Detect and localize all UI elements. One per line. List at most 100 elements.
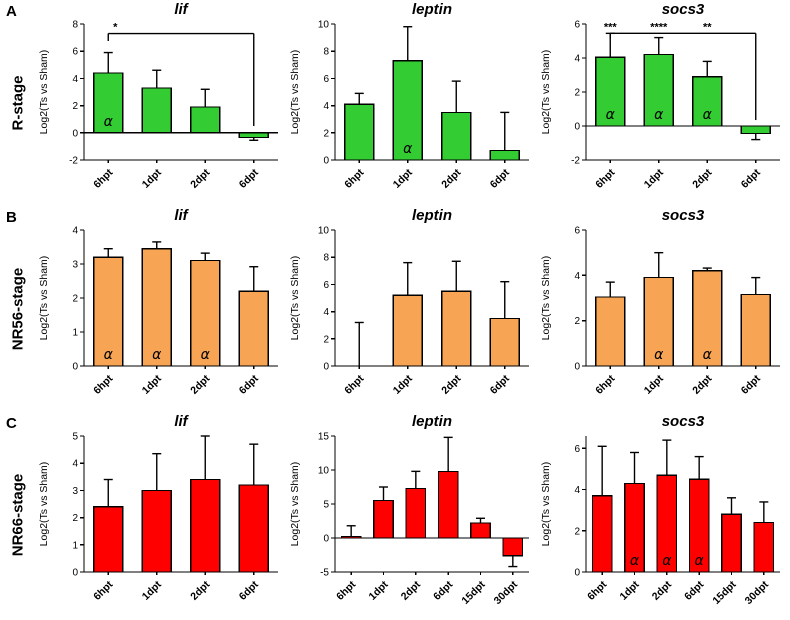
y-tick-label: 2 <box>72 513 78 524</box>
y-axis-label: Log2(Ts vs Sham) <box>289 256 301 341</box>
stage-label-r-stage: R-stage <box>9 75 27 131</box>
bar-chart-svg: lif Log2(Ts vs Sham) 0 1 2 3 4 5 6hpt 1dpt 2dpt 6dp… <box>38 413 278 603</box>
chart-title: socs3 <box>662 413 705 430</box>
x-tick-label: 2dpt <box>399 578 424 603</box>
x-tick-label: 6dpt <box>237 578 262 603</box>
bar <box>238 132 269 139</box>
y-tick-label: 2 <box>72 101 78 112</box>
bar <box>643 53 674 127</box>
alpha-annotation: α <box>104 114 114 130</box>
y-tick-label: 4 <box>72 226 78 237</box>
bar-chart-svg: lif Log2(Ts vs Sham) -2 0 2 4 6 8 6hpt α 1dpt 2dpt 6… <box>38 1 278 191</box>
alpha-annotation: α <box>654 347 664 363</box>
y-tick-label: 10 <box>318 226 330 237</box>
chart-nr56-stage-socs3: socs3 Log2(Ts vs Sham) 0 2 4 6 6hpt 1dpt α 2dpt α 6… <box>538 206 789 412</box>
y-axis-label: Log2(Ts vs Sham) <box>540 462 552 547</box>
panel-letter-c: C <box>6 415 17 432</box>
chart-nr66-stage-socs3: socs3 Log2(Ts vs Sham) 0 2 4 6 6hpt 1dpt α 2dpt α 6… <box>538 412 789 618</box>
bar <box>190 259 221 367</box>
significance-stars: **** <box>650 21 668 33</box>
y-tick-label: 6 <box>323 74 329 85</box>
chart-title: socs3 <box>662 1 705 18</box>
x-tick-label: 1dpt <box>642 372 667 397</box>
y-tick-label: 8 <box>72 20 78 31</box>
y-tick-label: 0 <box>323 362 329 373</box>
x-tick-label: 1dpt <box>391 372 416 397</box>
bar <box>643 276 674 367</box>
y-tick-label: 2 <box>574 316 580 327</box>
y-axis-label: Log2(Ts vs Sham) <box>38 462 50 547</box>
alpha-annotation: α <box>152 347 162 363</box>
y-tick-label: 0 <box>574 362 580 373</box>
y-tick-label: 5 <box>72 432 78 443</box>
x-tick-label: 6hpt <box>91 372 116 397</box>
bar <box>190 106 221 134</box>
x-tick-label: 15dpt <box>710 578 739 607</box>
x-tick-label: 2dpt <box>690 166 715 191</box>
alpha-annotation: α <box>695 553 705 569</box>
significance-stars: * <box>113 22 118 34</box>
bar <box>740 125 771 135</box>
x-tick-label: 30dpt <box>492 578 521 607</box>
x-tick-label: 15dpt <box>459 578 488 607</box>
bar <box>141 87 172 134</box>
y-tick-label: 2 <box>72 294 78 305</box>
x-tick-label: 6dpt <box>237 372 262 397</box>
y-tick-label: 4 <box>574 54 580 65</box>
y-tick-label: 10 <box>318 466 330 477</box>
chart-nr66-stage-lif: lif Log2(Ts vs Sham) 0 1 2 3 4 5 6hpt 1dpt 2dpt 6dp… <box>36 412 287 618</box>
bar <box>591 495 613 573</box>
significance-stars: ** <box>703 21 712 33</box>
panel-row-c: C NR66-stage lif Log2(Ts vs Sham) 0 1 2 3 4 5 6h… <box>0 412 790 618</box>
bar <box>93 506 124 573</box>
x-tick-label: 6hpt <box>342 372 367 397</box>
y-tick-label: 0 <box>574 568 580 579</box>
y-axis-label: Log2(Ts vs Sham) <box>38 50 50 135</box>
bar <box>405 487 427 539</box>
y-tick-label: 2 <box>574 526 580 537</box>
panel-label-a: A R-stage <box>0 0 36 206</box>
bar <box>753 521 775 573</box>
y-tick-label: 4 <box>323 307 329 318</box>
alpha-annotation: α <box>654 107 664 123</box>
y-tick-label: 8 <box>323 253 329 264</box>
alpha-annotation: α <box>703 347 713 363</box>
bar-chart-svg: socs3 Log2(Ts vs Sham) -2 0 2 4 6 6hpt α 1dpt α 2dp… <box>540 1 780 191</box>
y-tick-label: 0 <box>574 122 580 133</box>
x-tick-label: 2dpt <box>188 372 213 397</box>
panel-row-a: A R-stage lif Log2(Ts vs Sham) -2 0 2 4 6 8 6hpt… <box>0 0 790 206</box>
chart-r-stage-lif: lif Log2(Ts vs Sham) -2 0 2 4 6 8 6hpt α 1dpt 2dpt 6… <box>36 0 287 206</box>
y-tick-label: 6 <box>574 444 580 455</box>
alpha-annotation: α <box>630 553 640 569</box>
y-axis-label: Log2(Ts vs Sham) <box>540 256 552 341</box>
x-tick-label: 2dpt <box>439 372 464 397</box>
bar <box>141 489 172 573</box>
y-tick-label: 0 <box>72 362 78 373</box>
x-tick-label: 1dpt <box>617 578 642 603</box>
x-tick-label: 6dpt <box>739 166 764 191</box>
bar-chart-svg: lif Log2(Ts vs Sham) 0 1 2 3 4 6hpt α 1dpt α 2dpt α 6… <box>38 207 278 397</box>
bar <box>190 478 221 573</box>
panel-label-b: B NR56-stage <box>0 206 36 412</box>
bar <box>470 522 491 539</box>
x-tick-label: 6dpt <box>488 372 513 397</box>
bar-chart-svg: leptin Log2(Ts vs Sham) 0 2 4 6 8 10 6hpt 1dpt α 2d… <box>289 1 529 191</box>
y-tick-label: 4 <box>72 74 78 85</box>
y-tick-label: 5 <box>323 500 329 511</box>
y-tick-label: 6 <box>72 47 78 58</box>
x-tick-label: 2dpt <box>650 578 675 603</box>
y-tick-label: 4 <box>72 459 78 470</box>
panel-row-b: B NR56-stage lif Log2(Ts vs Sham) 0 1 2 3 4 6hp… <box>0 206 790 412</box>
bar <box>93 256 124 367</box>
y-tick-label: 0 <box>72 568 78 579</box>
bar <box>141 248 172 367</box>
y-axis-label: Log2(Ts vs Sham) <box>540 50 552 135</box>
y-tick-label: 6 <box>323 280 329 291</box>
chart-nr66-stage-leptin: leptin Log2(Ts vs Sham) -5 0 5 10 15 6hpt 1dpt 2d… <box>287 412 538 618</box>
chart-r-stage-leptin: leptin Log2(Ts vs Sham) 0 2 4 6 8 10 6hpt 1dpt α 2d… <box>287 0 538 206</box>
y-tick-label: 1 <box>72 540 78 551</box>
stage-label-nr66-stage: NR66-stage <box>9 473 27 557</box>
x-tick-label: 6dpt <box>682 578 707 603</box>
